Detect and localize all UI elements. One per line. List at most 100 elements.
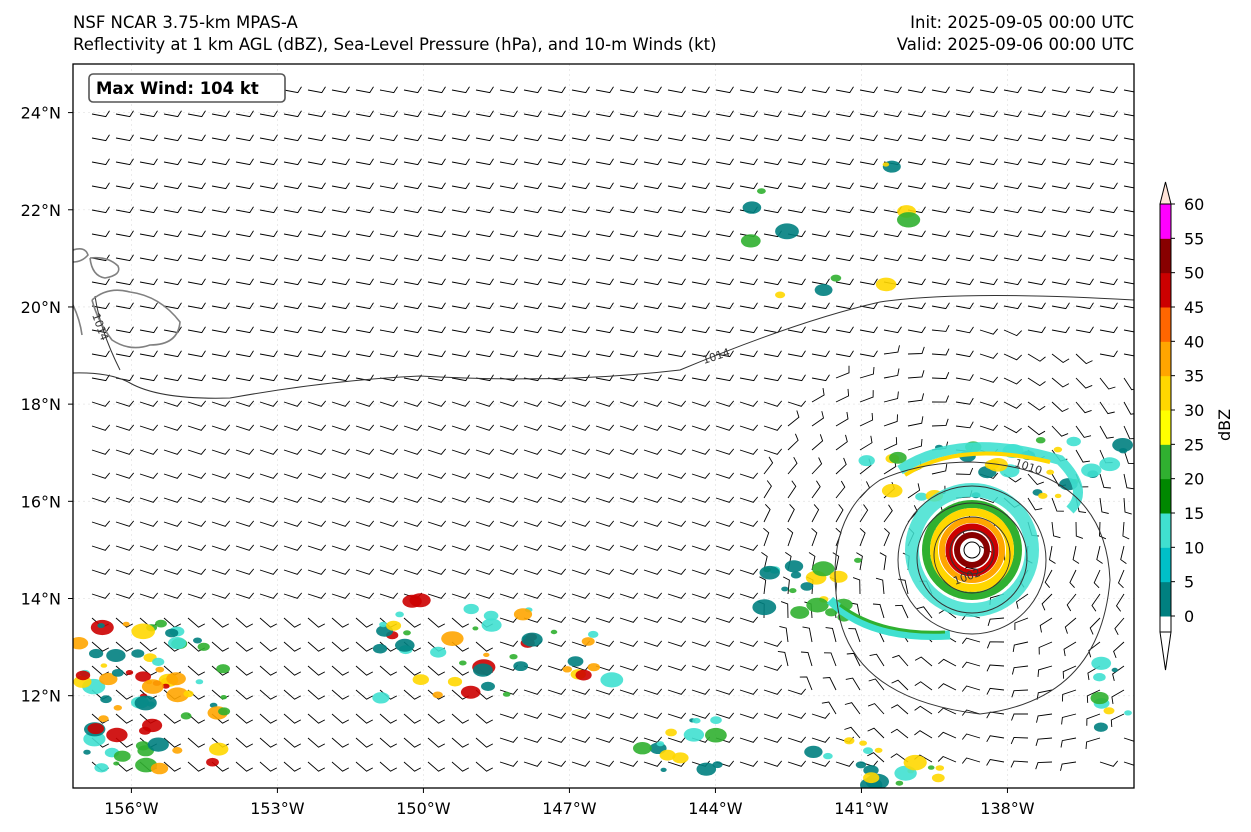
wind-barb — [115, 230, 134, 238]
wind-barb — [139, 182, 158, 190]
wind-barb — [715, 688, 735, 695]
wind-barb — [331, 326, 350, 334]
wind-barb — [1027, 302, 1046, 310]
wind-barb — [451, 713, 470, 724]
reflectivity-cell — [218, 707, 231, 716]
wind-barb — [163, 520, 183, 527]
wind-barb — [835, 230, 854, 238]
wind-barb — [499, 326, 518, 334]
wind-barb — [523, 736, 543, 743]
reflectivity-cell — [587, 663, 600, 672]
wind-barb — [825, 627, 837, 643]
wind-barb — [211, 158, 230, 166]
wind-barb — [211, 254, 230, 262]
wind-barb — [955, 397, 974, 405]
wind-barb — [763, 110, 782, 118]
wind-barb — [907, 438, 923, 451]
lon-tick-label: 150°W — [396, 799, 451, 818]
wind-barb — [547, 230, 566, 238]
wind-barb — [115, 641, 134, 652]
wind-barb — [1027, 497, 1043, 511]
wind-barb — [1027, 401, 1046, 411]
wind-barb — [235, 158, 254, 166]
wind-barb — [571, 254, 590, 262]
wind-barb — [451, 374, 470, 382]
wind-barb — [1051, 254, 1070, 262]
wind-barb — [907, 182, 926, 190]
wind-barb — [115, 520, 135, 527]
wind-barb — [499, 688, 519, 695]
max-wind-box: Max Wind: 104 kt — [88, 73, 286, 103]
wind-barb — [691, 134, 710, 142]
wind-barb — [187, 568, 207, 575]
reflectivity-cell — [874, 747, 883, 753]
reflectivity-cell — [463, 603, 479, 615]
wind-barb — [571, 350, 590, 358]
wind-barb — [1003, 377, 1023, 385]
wind-barb — [547, 688, 567, 695]
wind-barb — [619, 86, 638, 94]
wind-barb — [1027, 278, 1046, 286]
wind-barb — [211, 617, 230, 628]
reflectivity-cell — [195, 679, 204, 685]
wind-barb — [691, 182, 710, 190]
wind-barb — [1051, 497, 1064, 512]
wind-barb — [331, 302, 350, 310]
wind-barb — [667, 472, 687, 479]
wind-barb — [259, 374, 278, 382]
wind-barb — [835, 365, 850, 379]
reflectivity-cell — [502, 691, 511, 697]
wind-barb — [595, 496, 615, 503]
reflectivity-cell — [742, 201, 762, 214]
wind-barb — [475, 182, 494, 190]
wind-barb — [523, 86, 542, 94]
wind-barb — [883, 302, 902, 310]
wind-barb — [955, 421, 974, 429]
wind-barb — [1011, 689, 1029, 698]
wind-barb — [427, 206, 446, 214]
wind-barb — [955, 182, 974, 190]
wind-barb — [835, 326, 854, 334]
wind-barb — [643, 496, 663, 503]
wind-barb — [403, 278, 422, 286]
wind-barb — [595, 86, 614, 94]
wind-barb — [403, 737, 422, 748]
wind-barb — [91, 520, 111, 527]
wind-barb — [379, 350, 398, 358]
wind-barb — [211, 206, 230, 214]
wind-barb — [955, 467, 974, 475]
wind-barb — [907, 278, 926, 286]
wind-barb — [787, 688, 807, 695]
wind-barb — [379, 592, 399, 599]
wind-barb — [787, 110, 806, 118]
wind-barb — [115, 568, 135, 575]
wind-barb — [307, 350, 326, 358]
wind-barb — [787, 86, 806, 94]
wind-barb — [523, 496, 543, 503]
wind-barb — [523, 568, 543, 575]
wind-barb — [331, 424, 351, 431]
wind-barb — [931, 278, 950, 286]
wind-barb — [139, 568, 159, 575]
reflectivity-cell — [740, 234, 761, 248]
wind-barb — [667, 350, 686, 358]
wind-barb — [691, 424, 711, 431]
wind-barb — [619, 760, 639, 767]
reflectivity-cell — [135, 671, 152, 682]
wind-barb — [187, 761, 206, 772]
wind-barb — [1123, 401, 1134, 415]
wind-barb — [475, 158, 494, 166]
title-line-2: Reflectivity at 1 km AGL (dBZ), Sea-Leve… — [73, 35, 717, 54]
wind-barb — [619, 230, 638, 238]
wind-barb — [307, 761, 326, 772]
wind-barb — [259, 158, 278, 166]
wind-barb — [1099, 302, 1118, 310]
wind-barb — [355, 665, 374, 676]
wind-barb — [1075, 182, 1094, 190]
wind-barb — [759, 576, 767, 595]
wind-barb — [811, 374, 830, 382]
wind-barb — [547, 640, 567, 647]
wind-barb — [307, 278, 326, 286]
wind-barb — [355, 374, 374, 382]
wind-barb — [763, 134, 782, 142]
